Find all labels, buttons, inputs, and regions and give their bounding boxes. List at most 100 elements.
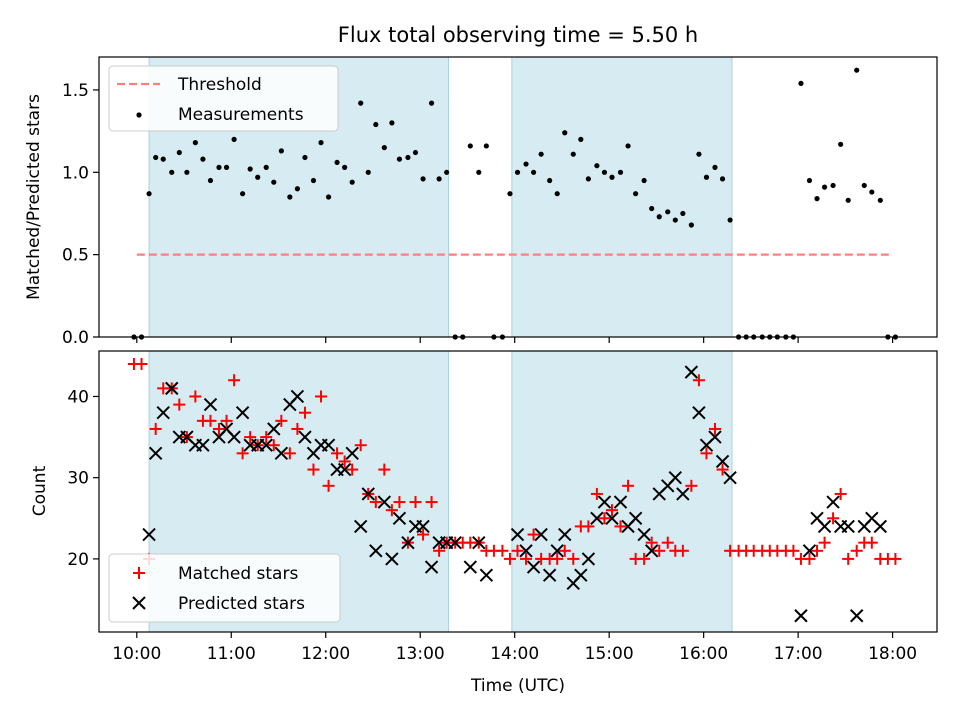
- top-legend-box: [108, 65, 339, 132]
- measurement-point: [420, 176, 426, 182]
- x-tick-label: 12:00: [301, 644, 350, 664]
- shaded-interval: [511, 350, 733, 633]
- matched-star-point: [834, 487, 847, 500]
- matched-star-point: [346, 463, 359, 476]
- predicted-star-point: [156, 406, 170, 420]
- measurement-point: [200, 156, 206, 162]
- matched-star-point: [622, 479, 635, 492]
- matched-star-point: [433, 544, 446, 557]
- matched-star-point: [409, 496, 422, 509]
- measurement-point: [601, 169, 608, 175]
- measurement-point: [696, 151, 702, 157]
- matched-star-point: [582, 520, 595, 533]
- predicted-star-point: [203, 397, 218, 412]
- matched-star-point: [700, 447, 713, 460]
- predicted-star-point: [550, 544, 564, 558]
- x-tick-label: 14:00: [490, 644, 539, 664]
- measurement-point: [594, 163, 600, 169]
- measurement-point: [467, 143, 473, 149]
- measurement-point: [585, 176, 591, 182]
- bottom-y-tick-label: 30: [67, 469, 89, 489]
- matched-star-point: [842, 552, 855, 565]
- predicted-star-point: [826, 495, 840, 509]
- measurement-point: [538, 151, 544, 157]
- measurement-point: [405, 154, 411, 161]
- matched-star-point: [865, 536, 878, 549]
- predicted-star-point: [637, 527, 651, 542]
- measurement-point: [373, 121, 379, 128]
- matched-star-point: [787, 544, 800, 557]
- x-tick-label: 11:00: [207, 644, 256, 664]
- matched-star-point: [520, 552, 533, 565]
- matched-star-point: [385, 504, 398, 517]
- bottom-y-axis-label: Count: [30, 465, 50, 516]
- matched-star-point: [228, 374, 241, 387]
- predicted-star-point: [817, 519, 832, 534]
- measurement-point: [153, 154, 159, 161]
- measurement-point: [428, 100, 435, 106]
- measurement-point: [830, 182, 836, 189]
- bottom-y-tick-label: 40: [67, 387, 89, 407]
- measurement-point: [609, 174, 615, 180]
- predicted-star-point: [196, 438, 210, 452]
- legend-predicted-swatch: [132, 596, 146, 610]
- bottom-y-tick-label: 20: [67, 550, 89, 570]
- top-y-tick-label: 0.5: [62, 246, 89, 266]
- measurement-point: [263, 164, 269, 170]
- matched-star-point: [369, 496, 382, 509]
- predicted-star-point: [668, 470, 683, 485]
- predicted-star-point: [558, 527, 572, 542]
- measurement-point: [271, 179, 277, 185]
- matched-star-point: [692, 374, 705, 387]
- measurement-point: [444, 169, 450, 175]
- measurement-point: [641, 177, 647, 184]
- x-tick-label: 13:00: [396, 644, 445, 664]
- matched-star-point: [291, 422, 304, 435]
- predicted-star-point: [392, 511, 407, 526]
- predicted-star-point: [849, 609, 864, 623]
- measurement-point: [798, 80, 804, 86]
- predicted-star-point: [416, 519, 430, 534]
- measurement-point: [680, 210, 686, 217]
- predicted-star-point: [574, 568, 588, 582]
- measurement-point: [318, 140, 324, 146]
- matched-star-point: [417, 528, 430, 541]
- predicted-star-point: [542, 568, 557, 582]
- matched-star-point: [614, 520, 627, 533]
- measurement-point: [381, 144, 387, 151]
- measurement-point: [530, 169, 537, 175]
- predicted-star-point: [526, 560, 541, 574]
- measurement-point: [436, 176, 442, 182]
- measurement-point: [176, 149, 182, 156]
- matched-star-point: [527, 528, 540, 541]
- matched-star-point: [283, 447, 296, 460]
- top-axes: 0.0 0.5 1.0 1.5: [62, 81, 894, 348]
- matched-star-point: [496, 544, 509, 557]
- matched-star-point: [378, 463, 391, 476]
- x-axis-label: Time (UTC): [470, 676, 565, 696]
- predicted-star-point: [235, 406, 250, 420]
- matched-star-point: [212, 422, 225, 435]
- matched-star-point: [803, 552, 816, 565]
- measurement-point: [483, 143, 489, 149]
- measurement-point: [240, 191, 246, 197]
- predicted-star-point: [794, 609, 808, 623]
- matched-star-point: [889, 552, 902, 565]
- measurement-point: [287, 194, 293, 200]
- predicted-star-point: [841, 519, 855, 534]
- measurement-point: [514, 169, 521, 175]
- matched-star-point: [716, 463, 729, 476]
- predicted-star-point: [684, 365, 699, 379]
- measurement-point: [358, 100, 364, 106]
- predicted-star-point: [424, 560, 439, 574]
- bottom-legend: Matched stars Predicted stars: [108, 553, 341, 623]
- predicted-star-point: [259, 438, 273, 452]
- matched-star-point: [307, 463, 320, 476]
- legend-measurements-swatch: [136, 112, 142, 118]
- matched-star-point: [275, 414, 288, 427]
- measurement-point: [672, 217, 678, 223]
- measurement-point: [814, 196, 820, 202]
- bottom-axes: 10:00 11:00 12:00 13:00 14:00 15:00 16:00 17:00…: [67, 387, 917, 664]
- measurement-point: [216, 164, 222, 170]
- matched-star-point: [322, 479, 335, 492]
